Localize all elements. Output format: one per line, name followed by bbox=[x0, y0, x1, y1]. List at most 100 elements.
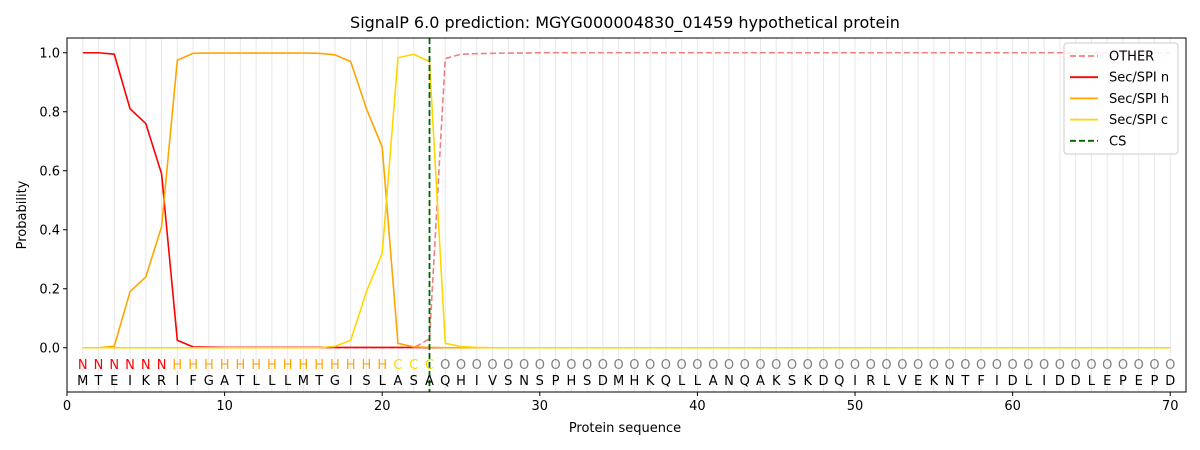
region-label: H bbox=[204, 358, 214, 373]
region-label: O bbox=[724, 358, 734, 373]
region-label: O bbox=[1055, 358, 1065, 373]
residue-label: I bbox=[128, 374, 132, 389]
residue-label: M bbox=[77, 374, 88, 389]
region-label: O bbox=[1023, 358, 1033, 373]
y-tick-label: 0.2 bbox=[39, 282, 60, 297]
series-line-sec-spi-h bbox=[82, 52, 1171, 349]
region-label: H bbox=[220, 358, 230, 373]
region-label: O bbox=[1039, 358, 1049, 373]
region-label: C bbox=[393, 358, 402, 373]
residue-label: Q bbox=[661, 374, 671, 389]
residue-label: H bbox=[629, 374, 639, 389]
residue-label: M bbox=[613, 374, 624, 389]
residue-label: I bbox=[995, 374, 999, 389]
residue-label: T bbox=[235, 374, 244, 389]
region-label: O bbox=[881, 358, 891, 373]
region-label: O bbox=[771, 358, 781, 373]
region-label: O bbox=[582, 358, 592, 373]
region-label: O bbox=[803, 358, 813, 373]
region-label: H bbox=[330, 358, 340, 373]
region-label: O bbox=[1149, 358, 1159, 373]
region-label: O bbox=[1008, 358, 1018, 373]
region-label: H bbox=[346, 358, 356, 373]
region-label: O bbox=[976, 358, 986, 373]
y-tick-label: 0.4 bbox=[39, 223, 60, 238]
residue-label: N bbox=[724, 374, 734, 389]
residue-label: F bbox=[189, 374, 196, 389]
residue-label: I bbox=[175, 374, 179, 389]
residue-label: R bbox=[866, 374, 875, 389]
region-label: C bbox=[409, 358, 418, 373]
region-label: O bbox=[1134, 358, 1144, 373]
residue-label: M bbox=[298, 374, 309, 389]
residue-label: A bbox=[709, 374, 718, 389]
residue-label: S bbox=[583, 374, 591, 389]
residue-label: G bbox=[204, 374, 214, 389]
residue-label: E bbox=[110, 374, 118, 389]
y-axis-label: Probability bbox=[15, 180, 30, 249]
residue-label: S bbox=[504, 374, 512, 389]
residue-label: P bbox=[552, 374, 560, 389]
region-label: O bbox=[661, 358, 671, 373]
region-label: N bbox=[78, 358, 88, 373]
residue-label: E bbox=[914, 374, 922, 389]
region-label: O bbox=[755, 358, 765, 373]
y-tick-label: 0.0 bbox=[39, 341, 60, 356]
residue-label: D bbox=[1008, 374, 1018, 389]
region-label: O bbox=[787, 358, 797, 373]
region-label: O bbox=[740, 358, 750, 373]
region-label: H bbox=[283, 358, 293, 373]
region-label: C bbox=[425, 358, 434, 373]
region-label: H bbox=[188, 358, 198, 373]
residue-label: A bbox=[394, 374, 403, 389]
region-label: O bbox=[897, 358, 907, 373]
residue-label: T bbox=[314, 374, 323, 389]
region-label: H bbox=[172, 358, 182, 373]
region-label: O bbox=[550, 358, 560, 373]
residue-label: A bbox=[756, 374, 765, 389]
region-label: O bbox=[598, 358, 608, 373]
region-label: H bbox=[377, 358, 387, 373]
residue-label: Q bbox=[834, 374, 844, 389]
residue-label: K bbox=[930, 374, 939, 389]
legend-label: Sec/SPI c bbox=[1109, 113, 1168, 128]
x-axis-label: Protein sequence bbox=[569, 421, 681, 436]
y-tick-label: 0.6 bbox=[39, 164, 60, 179]
region-label: O bbox=[472, 358, 482, 373]
residue-label: L bbox=[694, 374, 702, 389]
region-label: O bbox=[519, 358, 529, 373]
residue-label: R bbox=[157, 374, 166, 389]
series-line-sec-spi-n bbox=[82, 51, 1171, 349]
residue-label: D bbox=[1071, 374, 1081, 389]
region-label: O bbox=[929, 358, 939, 373]
region-label: N bbox=[109, 358, 119, 373]
region-label: O bbox=[440, 358, 450, 373]
series-line-sec-spi-c bbox=[82, 53, 1171, 349]
legend-label: Sec/SPI n bbox=[1109, 71, 1169, 86]
region-label: N bbox=[157, 358, 167, 373]
x-tick-label: 60 bbox=[1004, 399, 1021, 414]
region-label: N bbox=[94, 358, 104, 373]
residue-label: K bbox=[772, 374, 781, 389]
residue-label: Q bbox=[440, 374, 450, 389]
region-label: O bbox=[992, 358, 1002, 373]
region-label: O bbox=[692, 358, 702, 373]
residue-label: P bbox=[1119, 374, 1127, 389]
region-label: O bbox=[708, 358, 718, 373]
region-label: O bbox=[456, 358, 466, 373]
residue-label: S bbox=[410, 374, 418, 389]
legend-box bbox=[1063, 42, 1179, 155]
residue-label: D bbox=[1055, 374, 1065, 389]
region-label: O bbox=[503, 358, 513, 373]
region-label: H bbox=[251, 358, 261, 373]
region-label: N bbox=[141, 358, 151, 373]
region-label: O bbox=[629, 358, 639, 373]
x-tick-label: 0 bbox=[63, 399, 71, 414]
residue-label: K bbox=[142, 374, 151, 389]
series-line-other bbox=[82, 51, 1171, 349]
region-label: O bbox=[645, 358, 655, 373]
residue-label: E bbox=[1135, 374, 1143, 389]
region-label: O bbox=[866, 358, 876, 373]
x-tick-label: 30 bbox=[532, 399, 549, 414]
